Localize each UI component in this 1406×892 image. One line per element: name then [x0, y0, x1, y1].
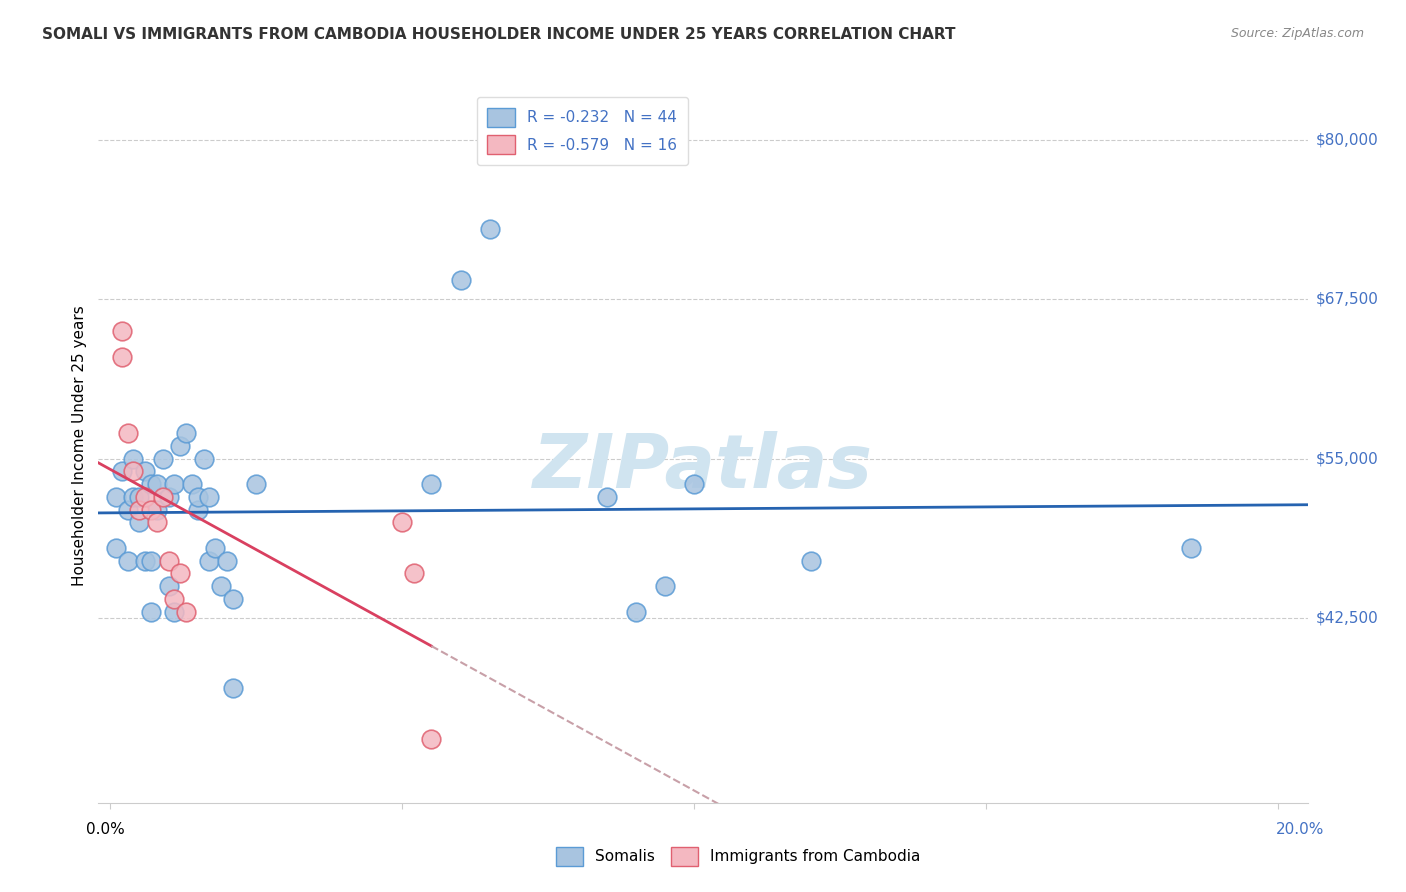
Point: [146, 502, 169, 516]
Point: [198, 554, 221, 568]
Point: [1180, 541, 1202, 555]
Point: [174, 605, 197, 619]
Point: [420, 732, 443, 747]
Point: [169, 566, 191, 581]
Point: [139, 502, 162, 516]
Point: [209, 579, 232, 593]
Point: [146, 477, 169, 491]
Point: [222, 591, 245, 606]
Point: [215, 554, 238, 568]
Point: [187, 490, 209, 504]
Point: [169, 439, 191, 453]
Point: [157, 554, 180, 568]
Point: [800, 554, 823, 568]
Point: [624, 605, 647, 619]
Point: [595, 490, 617, 504]
Point: [204, 541, 226, 555]
Point: [139, 554, 162, 568]
Point: [134, 465, 156, 479]
Point: [104, 541, 127, 555]
Point: [654, 579, 676, 593]
Point: [450, 273, 472, 287]
Text: $55,000: $55,000: [1316, 451, 1379, 467]
Text: $80,000: $80,000: [1316, 133, 1379, 148]
Point: [391, 516, 413, 530]
Y-axis label: Householder Income Under 25 years: Householder Income Under 25 years: [72, 306, 87, 586]
Point: [420, 477, 443, 491]
Point: [152, 490, 174, 504]
Point: [180, 477, 202, 491]
Point: [187, 502, 209, 516]
Point: [163, 477, 186, 491]
Point: [163, 605, 186, 619]
Text: 0.0%: 0.0%: [86, 822, 125, 837]
Text: $67,500: $67,500: [1316, 292, 1379, 307]
Point: [193, 451, 215, 466]
Point: [146, 516, 169, 530]
Point: [117, 554, 139, 568]
Point: [111, 324, 134, 338]
Text: Source: ZipAtlas.com: Source: ZipAtlas.com: [1230, 27, 1364, 40]
Point: [128, 490, 150, 504]
Point: [128, 516, 150, 530]
Point: [139, 605, 162, 619]
Text: SOMALI VS IMMIGRANTS FROM CAMBODIA HOUSEHOLDER INCOME UNDER 25 YEARS CORRELATION: SOMALI VS IMMIGRANTS FROM CAMBODIA HOUSE…: [42, 27, 956, 42]
Point: [174, 426, 197, 441]
Point: [157, 490, 180, 504]
Point: [117, 426, 139, 441]
Point: [122, 451, 145, 466]
Legend: R = -0.232   N = 44, R = -0.579   N = 16: R = -0.232 N = 44, R = -0.579 N = 16: [477, 97, 688, 165]
Text: ZIPatlas: ZIPatlas: [533, 431, 873, 504]
Point: [134, 554, 156, 568]
Point: [117, 502, 139, 516]
Point: [163, 591, 186, 606]
Text: 20.0%: 20.0%: [1277, 822, 1324, 837]
Point: [128, 502, 150, 516]
Point: [104, 490, 127, 504]
Point: [122, 465, 145, 479]
Point: [245, 477, 267, 491]
Point: [111, 350, 134, 364]
Point: [222, 681, 245, 695]
Text: $42,500: $42,500: [1316, 610, 1379, 625]
Point: [157, 579, 180, 593]
Point: [152, 451, 174, 466]
Point: [111, 465, 134, 479]
Point: [402, 566, 425, 581]
Point: [198, 490, 221, 504]
Point: [478, 222, 501, 236]
Point: [139, 477, 162, 491]
Point: [122, 490, 145, 504]
Legend: Somalis, Immigrants from Cambodia: Somalis, Immigrants from Cambodia: [548, 838, 928, 874]
Point: [683, 477, 706, 491]
Point: [134, 490, 156, 504]
